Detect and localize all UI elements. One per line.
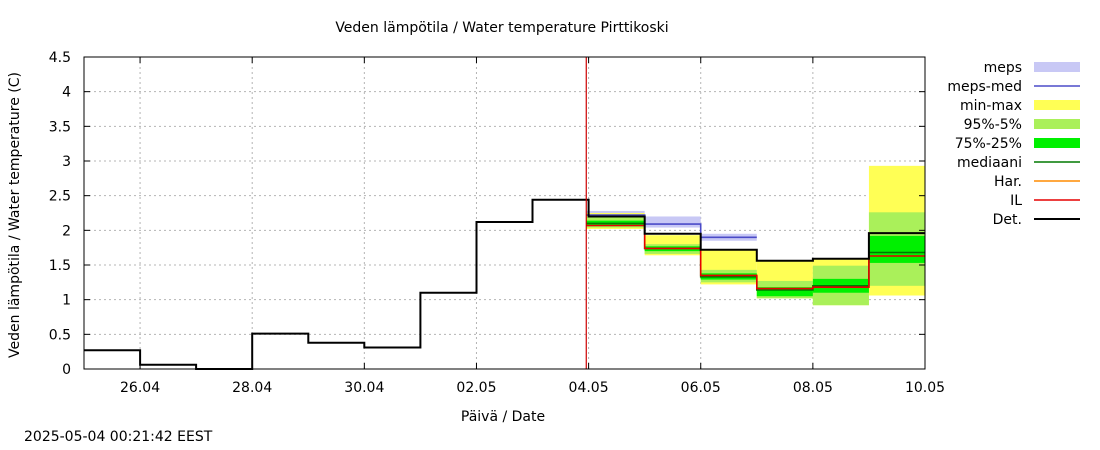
meps-med-line <box>586 214 757 239</box>
y-tick-label: 1.5 <box>49 258 71 274</box>
legend-label-il: IL <box>1010 193 1022 209</box>
forecast-bands <box>586 165 925 306</box>
x-tick-label: 30.04 <box>344 380 384 396</box>
x-tick-label: 08.05 <box>793 380 833 396</box>
legend-key-meps <box>1034 62 1080 72</box>
x-tick-labels: 26.04 28.04 30.04 02.05 04.05 06.05 08.05 10.05 <box>120 57 945 396</box>
il-line <box>586 224 925 290</box>
y-tick-label: 4 <box>62 85 71 101</box>
legend-label-meps: meps <box>984 60 1022 76</box>
legend-key-95-5 <box>1034 119 1080 129</box>
x-tick-label: 04.05 <box>569 380 609 396</box>
legend-key-min-max <box>1034 100 1080 110</box>
chart-title: Veden lämpötila / Water temperature Pirt… <box>335 20 668 36</box>
legend-label-har: Har. <box>994 174 1022 190</box>
legend-label-95-5: 95%-5% <box>964 117 1022 133</box>
legend-label-mediaani: mediaani <box>957 155 1022 171</box>
y-tick-label: 3 <box>62 154 71 170</box>
timestamp: 2025-05-04 00:21:42 EEST <box>24 429 213 445</box>
75-25-band <box>756 287 813 297</box>
y-tick-label: 0 <box>62 362 71 378</box>
y-tick-label: 4.5 <box>49 50 71 66</box>
y-axis-label: Veden lämpötila / Water temperature (C) <box>7 72 23 358</box>
plot-frame <box>83 56 926 370</box>
75-25-band <box>868 235 925 263</box>
x-tick-label: 28.04 <box>232 380 272 396</box>
legend-label-min-max: min-max <box>960 98 1022 114</box>
y-tick-label: 1 <box>62 293 71 309</box>
plot-area-border <box>83 56 926 370</box>
x-tick-label: 06.05 <box>681 380 721 396</box>
y-tick-label: 0.5 <box>49 327 71 343</box>
legend-key-75-25 <box>1034 138 1080 148</box>
x-tick-label: 26.04 <box>120 380 160 396</box>
meps-band <box>644 216 701 228</box>
x-tick-label: 02.05 <box>456 380 496 396</box>
legend-label-meps-med: meps-med <box>947 79 1022 95</box>
x-axis-label: Päivä / Date <box>461 409 545 425</box>
y-tick-labels: 0 0.5 1 1.5 2 2.5 3 3.5 4 4.5 <box>49 50 925 378</box>
grid-lines <box>84 57 925 369</box>
legend-label-75-25: 75%-25% <box>955 136 1022 152</box>
x-tick-label: 10.05 <box>905 380 945 396</box>
y-tick-label: 2 <box>62 223 71 239</box>
y-tick-label: 2.5 <box>49 189 71 205</box>
legend: meps meps-med min-max 95%-5% 75%-25% mediaani… <box>947 60 1080 228</box>
legend-label-det: Det. <box>993 212 1022 228</box>
y-tick-label: 3.5 <box>49 119 71 135</box>
